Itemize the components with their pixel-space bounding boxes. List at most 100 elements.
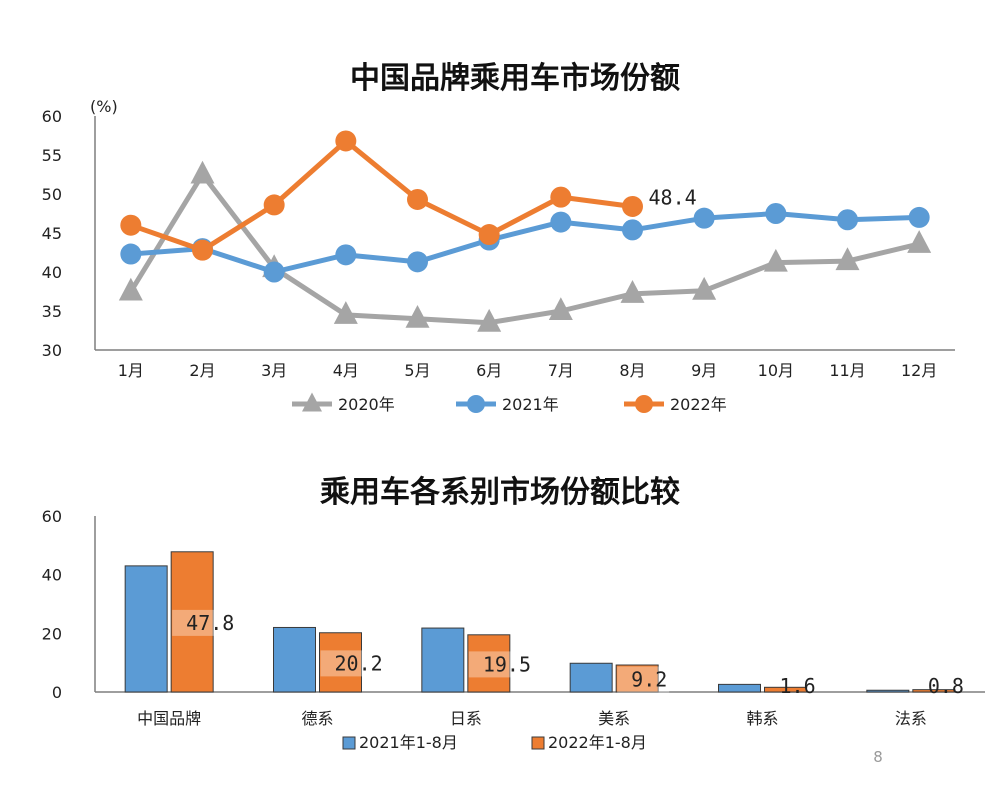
line-series-path (130, 138, 633, 253)
bar-data-label: 19.5 (483, 652, 531, 676)
bar (170, 551, 214, 693)
bar-y-tick-label: 20 (42, 624, 62, 643)
legend-marker-swatch (635, 395, 653, 413)
bar (319, 632, 362, 693)
line-data-point (622, 195, 643, 217)
line-data-point (192, 239, 213, 261)
bar (569, 662, 613, 693)
page-number: 8 (873, 748, 883, 766)
bar-x-tick-label: 韩系 (746, 709, 778, 728)
bar (467, 634, 511, 693)
line-data-point (407, 188, 428, 210)
line-legend: 2020年 2021年 2022年 (292, 392, 727, 414)
bar (273, 626, 316, 693)
line-y-tick-label: 60 (42, 107, 62, 126)
bar-data-label-bg (617, 666, 670, 693)
line-x-tick-label: 11月 (829, 361, 865, 380)
line-data-point (550, 211, 572, 233)
line-series-path (128, 172, 920, 326)
bar-legend: 2021年1-8月 2022年1-8月 (342, 733, 647, 752)
bar-x-tick-label: 中国品牌 (137, 709, 201, 728)
line-data-point (263, 261, 285, 283)
line-data-point (620, 280, 645, 303)
bar-series-group (124, 551, 956, 693)
line-data-point (835, 247, 860, 271)
bar-data-label: 47.8 (186, 611, 234, 635)
bar-y-tick-label: 60 (42, 507, 62, 526)
bar-chart-title: 乘用车各系别市场份额比较 (320, 475, 680, 510)
line-data-point (405, 305, 430, 328)
bar-y-tick-label: 40 (42, 566, 62, 585)
line-x-ticks: 1月 2月 3月 4月 5月 6月 7月 8月 9月 10月 11月 12月 (118, 361, 938, 380)
line-data-point (478, 224, 500, 246)
line-data-point (477, 308, 502, 332)
line-x-tick-label: 9月 (691, 361, 717, 380)
bar-data-label-bg (468, 651, 521, 678)
line-chart: 中国品牌乘用车市场份额 (%) 30 35 40 45 50 55 60 1月 2月 3月 4月 5… (42, 61, 955, 414)
bar (615, 664, 659, 693)
line-series-group (118, 130, 932, 332)
bar (421, 627, 465, 693)
line-x-tick-label: 1月 (118, 361, 144, 380)
line-y-tick-label: 50 (42, 185, 62, 204)
line-y-tick-label: 30 (42, 341, 62, 360)
line-data-point (263, 194, 285, 216)
bar-data-label: 0.8 (928, 674, 964, 698)
legend-series-name: 2022年1-8月 (548, 733, 647, 752)
bar-data-label: 1.6 (780, 674, 816, 698)
bar-data-label-bg (172, 609, 225, 636)
line-data-point (693, 207, 715, 229)
bar (912, 689, 956, 693)
bar-x-tick-label: 美系 (598, 709, 630, 728)
line-y-tick-label: 40 (42, 263, 62, 282)
line-data-point (335, 244, 357, 266)
line-x-tick-label: 6月 (476, 361, 502, 380)
line-chart-y-unit: (%) (90, 97, 118, 116)
line-x-tick-label: 2月 (189, 361, 215, 380)
line-x-tick-label: 5月 (404, 361, 430, 380)
line-data-point (622, 219, 643, 241)
bar-data-label: 20.2 (335, 651, 383, 675)
line-y-tick-label: 55 (42, 146, 62, 165)
line-chart-title: 中国品牌乘用车市场份额 (350, 61, 680, 96)
line-data-point (692, 276, 717, 300)
line-data-point (907, 230, 932, 253)
line-x-tick-label: 12月 (901, 361, 937, 380)
line-x-tick-label: 3月 (261, 361, 287, 380)
legend-series-name: 2022年 (670, 395, 727, 414)
line-data-point (190, 160, 215, 184)
bar-y-tick-label: 0 (52, 683, 62, 702)
line-x-tick-label: 10月 (758, 361, 794, 380)
line-data-point (120, 214, 142, 236)
bar-data-label-bg (320, 650, 373, 677)
legend-marker-swatch (467, 395, 485, 413)
line-data-point (333, 301, 358, 324)
line-data-point (763, 248, 788, 272)
bar (124, 565, 168, 693)
line-x-tick-label: 8月 (619, 361, 645, 380)
line-x-tick-label: 4月 (333, 361, 359, 380)
line-data-point (548, 297, 573, 320)
line-data-label: 48.4 (649, 185, 697, 209)
line-annotations: 48.4 (649, 185, 697, 209)
legend-marker-swatch (302, 392, 322, 412)
bar-data-labels: 47.8 20.2 19.5 9.2 1.6 0.8 (172, 609, 964, 698)
line-data-point (837, 209, 858, 231)
bar-y-ticks: 0 20 40 60 (42, 507, 62, 702)
line-data-point (765, 203, 787, 224)
legend-series-name: 2020年 (338, 395, 395, 414)
bar-x-ticks: 中国品牌 德系 日系 美系 韩系 法系 (137, 709, 927, 728)
legend-series-name: 2021年1-8月 (359, 733, 458, 752)
line-y-tick-label: 45 (42, 224, 62, 243)
bar (764, 686, 807, 693)
bar-data-label: 9.2 (631, 668, 667, 692)
line-y-tick-label: 35 (42, 302, 62, 321)
bar (718, 683, 761, 693)
line-series-path (130, 211, 920, 275)
line-data-point (550, 186, 572, 208)
bar-x-tick-label: 法系 (895, 709, 927, 728)
bar (866, 689, 910, 693)
bar-chart: 乘用车各系别市场份额比较 0 20 40 60 中国品牌 德系 日系 美系 韩系 法系 47.8… (42, 475, 985, 752)
line-data-point (335, 130, 357, 152)
